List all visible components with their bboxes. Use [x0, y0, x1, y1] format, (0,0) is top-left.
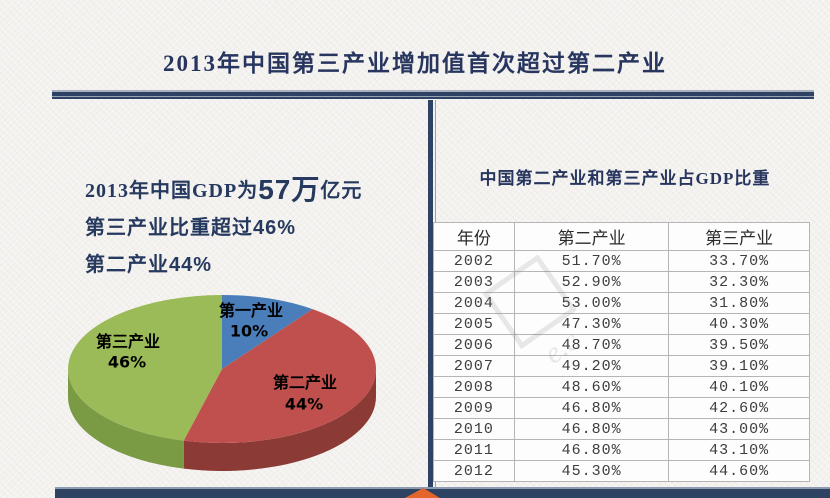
table-cell: 2004 — [433, 292, 515, 314]
gdp-summary-line1: 2013年中国GDP为57万亿元 — [85, 168, 362, 208]
pie-label-primary-industry: 第一产业 — [218, 301, 284, 320]
table-cell: 46.80% — [513, 439, 670, 461]
table-cell: 31.80% — [668, 292, 810, 314]
table-cell: 33.70% — [668, 250, 810, 272]
table-cell: 42.60% — [668, 397, 810, 419]
pie-slice-第二产业 — [183, 309, 376, 443]
table-cell: 46.80% — [513, 397, 670, 419]
bottom-accent-bar — [55, 487, 830, 498]
table-cell: 2006 — [433, 334, 515, 356]
slide-title: 2013年中国第三产业增加值首次超过第二产业 — [163, 51, 667, 76]
table-cell: 43.10% — [668, 439, 810, 461]
table-cell: 2011 — [433, 439, 515, 461]
table-cell: 2002 — [433, 250, 515, 272]
pie-value-primary-industry: 10% — [229, 321, 269, 341]
gdp-line2-prefix: 第三产业比重超过 — [85, 217, 253, 239]
table-row: 2005 47.30% 40.30% — [433, 313, 810, 335]
pie-chart — [68, 295, 376, 471]
table-row: 2010 46.80% 43.00% — [433, 418, 810, 440]
gdp-summary-line3: 第二产业44% — [85, 248, 212, 277]
panel-divider — [428, 100, 433, 488]
table-row: 2012 45.30% 44.60% — [433, 460, 810, 482]
table-row: 2011 46.80% 43.10% — [433, 439, 810, 461]
table-cell: 53.00% — [513, 292, 670, 314]
table-cell: 44.60% — [668, 460, 810, 482]
table-cell: 39.50% — [668, 334, 810, 356]
table-cell: 51.70% — [513, 250, 670, 272]
table-cell: 43.00% — [668, 418, 810, 440]
pie-value-tertiary-industry: 46% — [107, 352, 147, 372]
table-row: 2008 48.60% 40.10% — [433, 376, 810, 398]
table-cell: 2005 — [433, 313, 515, 335]
pie-slice-第三产业 — [68, 295, 222, 441]
gdp-summary-line2: 第三产业比重超过46% — [85, 211, 296, 240]
pie-label-tertiary-industry: 第三产业 — [95, 332, 161, 351]
pie-value-secondary-industry: 44% — [284, 394, 324, 414]
gdp-line3-value: 44% — [169, 254, 213, 276]
gdp-line2-value: 46% — [253, 217, 297, 239]
gdp-line3-prefix: 第二产业 — [85, 254, 169, 276]
table-cell: 49.20% — [513, 355, 670, 377]
column-header-year: 年份 — [433, 222, 515, 251]
table-cell: 2008 — [433, 376, 515, 398]
table-cell: 46.80% — [513, 418, 670, 440]
table-header-row: 年份 第二产业 第三产业 — [433, 222, 810, 251]
column-header-secondary-industry: 第二产业 — [513, 222, 670, 251]
table-row: 2006 48.70% 39.50% — [433, 334, 810, 356]
table-row: 2009 46.80% 42.60% — [433, 397, 810, 419]
table-cell: 48.70% — [513, 334, 670, 356]
table-cell: 40.30% — [668, 313, 810, 335]
gdp-line1-suffix: 亿元 — [320, 180, 363, 202]
table-cell: 48.60% — [513, 376, 670, 398]
table-cell: 2009 — [433, 397, 515, 419]
gdp-line1-highlight: 57万 — [258, 174, 321, 205]
table-cell: 2010 — [433, 418, 515, 440]
table-cell: 52.90% — [513, 271, 670, 293]
pie-side-第三产业 — [68, 369, 184, 469]
table-cell: 47.30% — [513, 313, 670, 335]
table-cell: 2007 — [433, 355, 515, 377]
table-cell: 32.30% — [668, 271, 810, 293]
table-title: 中国第二产业和第三产业占GDP比重 — [479, 169, 771, 188]
pie-slice-第一产业 — [222, 295, 313, 369]
gdp-line1-prefix: 2013年中国GDP为 — [85, 180, 259, 202]
gdp-share-table: 年份 第二产业 第三产业 2002 51.70% 33.70% 2003 52.90% 3… — [433, 222, 810, 482]
table-row: 2007 49.20% 39.10% — [433, 355, 810, 377]
table-cell: 40.10% — [668, 376, 810, 398]
table-cell: 2012 — [433, 460, 515, 482]
table-cell: 45.30% — [513, 460, 670, 482]
table-row: 2002 51.70% 33.70% — [433, 250, 810, 272]
pie-label-secondary-industry: 第二产业 — [272, 373, 338, 392]
pie-side-第二产业 — [183, 369, 376, 471]
table-row: 2003 52.90% 32.30% — [433, 271, 810, 293]
table-row: 2004 53.00% 31.80% — [433, 292, 810, 314]
table-cell: 39.10% — [668, 355, 810, 377]
bottom-orange-decoration — [404, 488, 440, 498]
title-divider-rule — [52, 90, 814, 99]
table-cell: 2003 — [433, 271, 515, 293]
column-header-tertiary-industry: 第三产业 — [668, 222, 810, 251]
